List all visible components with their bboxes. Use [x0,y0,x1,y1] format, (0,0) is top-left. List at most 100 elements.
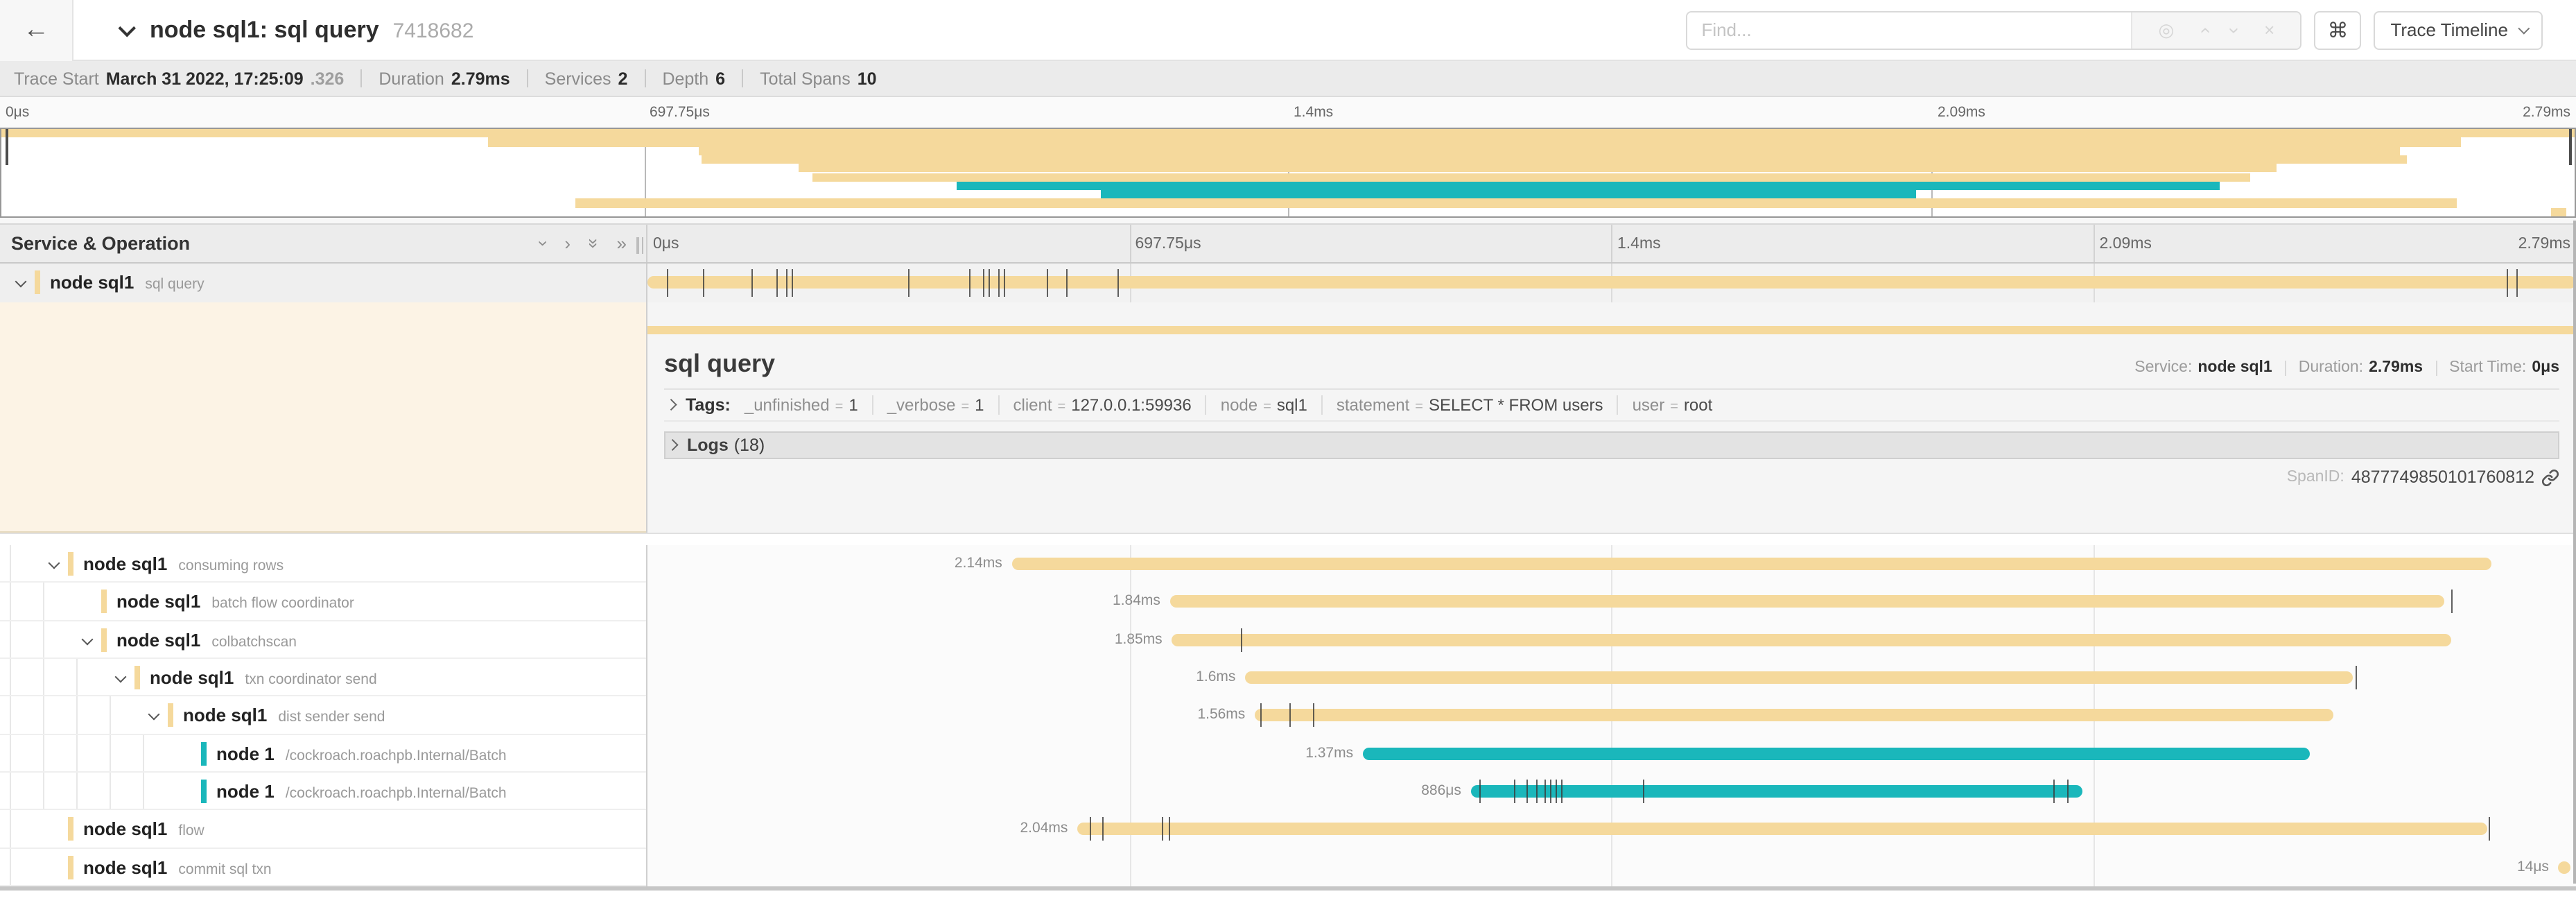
link-icon[interactable] [2541,468,2559,486]
span-row: node sql1 consuming rows 2.14ms [0,545,2576,583]
span-bar-cell: 1.6ms [646,658,2576,697]
chevron-down-icon[interactable] [48,557,60,569]
span-duration-label: 1.6ms [1196,668,1236,685]
axis-tick-label: 1.4ms [1294,104,1334,121]
span-detail-bar[interactable] [647,326,2576,334]
log-tick [989,269,991,297]
tag-item: client = 127.0.0.1:59936 [998,395,1206,415]
log-tick [1065,269,1068,297]
span-bar[interactable] [1363,747,2310,760]
span-detail-panel: sql query Service: node sql1 Duration: 2… [646,302,2576,533]
chevron-right-icon [665,399,677,411]
span-tree-item[interactable]: node sql1 sql query [0,264,646,302]
minimap-span-strip [812,173,2251,182]
span-tree-item[interactable]: node sql1 txn coordinator send [0,658,646,697]
find-prev-icon[interactable]: › [2191,26,2214,33]
span-bar[interactable] [1245,671,2353,684]
minimap-span-strip [956,181,2220,191]
service-label: Service: [2134,359,2193,376]
trace-minimap[interactable] [0,128,2576,218]
span-bar[interactable] [1169,595,2445,608]
operation-name: sql query [145,276,204,293]
span-tree-item[interactable]: node sql1 commit sql txn [0,848,646,886]
span-tree-item[interactable]: node sql1 colbatchscan [0,621,646,659]
logs-count: (18) [733,436,765,455]
span-tree-item[interactable]: node sql1 dist sender send [0,696,646,735]
minimap-span-strip [1100,190,1916,199]
chevron-down-icon[interactable] [81,633,94,645]
find-next-icon[interactable]: › [2224,26,2247,33]
span-bar[interactable] [2558,861,2570,874]
trace-meta-item: Duration 2.79ms [378,69,510,88]
find-clear-icon[interactable]: × [2264,19,2275,40]
axis-tick-label: 2.09ms [1938,104,1985,121]
horizontal-scrollbar[interactable] [0,886,2576,891]
scope-icon[interactable]: ◎ [2158,19,2175,40]
find-group: ◎ › › × [1686,10,2302,49]
span-tree-item[interactable]: node 1/cockroach.roachpb.Internal/Batch [0,772,646,811]
vertical-scrollbar[interactable] [2573,221,2576,884]
span-tree-item[interactable]: node sql1 consuming rows [0,545,646,583]
chevron-down-icon [2518,22,2530,34]
span-detail-left-fill [0,302,646,533]
collapse-all-icon[interactable]: » [583,238,604,249]
log-tick [969,269,971,297]
find-input[interactable] [1687,12,2132,48]
log-tick [666,269,668,297]
log-tick [1312,703,1314,728]
trace-meta-item: Services 2 [544,69,628,88]
span-tree-item[interactable]: node 1/cockroach.roachpb.Internal/Batch [0,734,646,773]
column-resize-grip[interactable] [636,237,643,254]
chevron-down-icon[interactable] [15,275,27,288]
operation-name: flow [178,823,204,840]
spanid-row: SpanID: 4877749850101760812 [2287,467,2559,487]
service-color-bar [101,590,106,614]
operation-name: txn coordinator send [245,671,377,688]
span-bar-cell: 2.04ms [646,810,2576,849]
tag-item: _verbose = 1 [871,395,998,415]
span-bar[interactable] [1172,633,2451,646]
operation-name: dist sender send [278,709,385,726]
span-tree-item[interactable]: node sql1 flow [0,810,646,849]
service-name: node 1/cockroach.roachpb.Internal/Batch [216,780,507,802]
log-tick [2489,817,2491,841]
keyboard-shortcuts-button[interactable]: ⌘ [2314,10,2362,49]
trace-title-wrap[interactable]: node sql1: sql query 7418682 [73,16,473,44]
operation-name: colbatchscan [211,633,297,651]
span-bar[interactable] [1255,709,2333,722]
log-tick [1117,269,1120,297]
logs-toggle[interactable]: Logs (18) [664,431,2559,459]
span-bar[interactable] [1077,823,2487,836]
chevron-down-icon[interactable] [148,709,160,721]
log-tick [2356,665,2358,689]
span-bar[interactable] [1011,558,2491,570]
log-tick [1544,779,1546,803]
view-select-button[interactable]: Trace Timeline [2374,10,2543,49]
axis-tick-label: 2.09ms [2099,235,2152,252]
back-button[interactable]: ← [0,0,73,60]
chevron-down-icon[interactable] [114,671,127,683]
span-bar[interactable] [647,276,2576,289]
minimap-range-handle-right[interactable] [2569,129,2572,166]
tags-row[interactable]: Tags: _unfinished = 1 _verbose = 1 client = 127.… [664,390,2559,422]
collapse-trace-chevron-icon[interactable] [118,19,136,37]
expand-all-icon[interactable]: » [616,233,627,254]
start-time-value: 0μs [2532,359,2559,376]
expand-one-icon[interactable]: › [564,233,571,254]
span-row: node sql1 dist sender send 1.56ms [0,696,2576,735]
span-detail-row: sql query Service: node sql1 Duration: 2… [0,302,2576,534]
minimap-span-strip [2551,207,2567,216]
span-tree-item[interactable]: node sql1 batch flow coordinator [0,583,646,621]
service-name: node 1/cockroach.roachpb.Internal/Batch [216,743,507,764]
collapse-one-icon[interactable]: › [533,240,555,247]
trace-id: 7418682 [392,19,474,42]
minimap-span-strip [575,198,2457,208]
minimap-range-handle-left[interactable] [6,129,8,166]
spacer [0,534,2576,545]
operation-name: batch flow coordinator [211,595,354,612]
view-select-label: Trace Timeline [2390,19,2508,40]
log-tick [1089,817,1091,841]
span-bar[interactable] [1470,784,2082,798]
operation-name: /cockroach.roachpb.Internal/Batch [285,784,507,802]
